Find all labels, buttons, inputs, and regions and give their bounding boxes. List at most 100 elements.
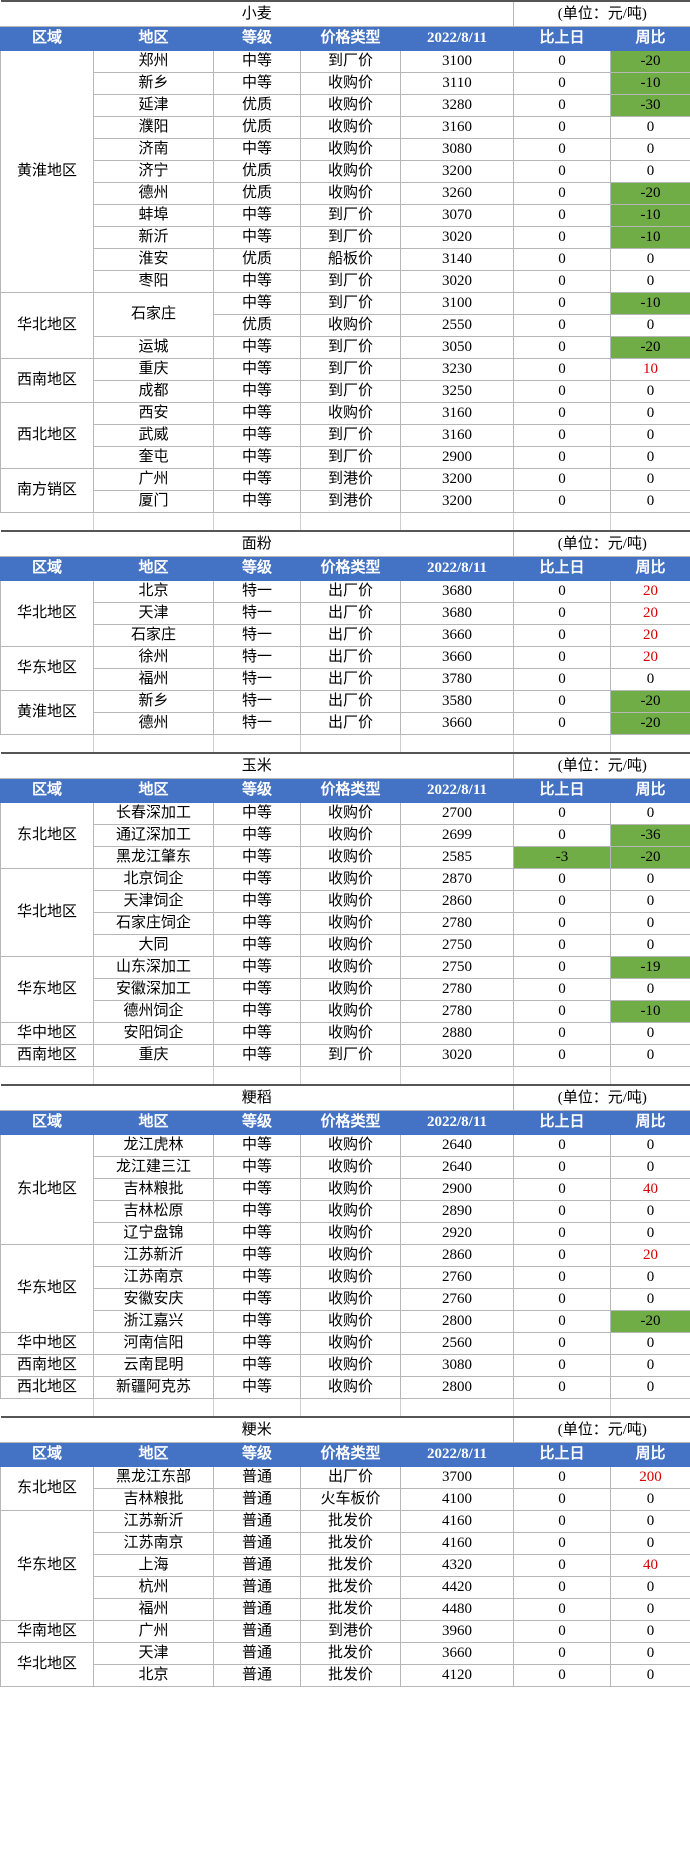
cell-price: 3160 xyxy=(399,402,515,425)
cell-grade: 特一 xyxy=(213,712,301,735)
cell-region: 华北地区 xyxy=(0,580,94,647)
table-title: 玉米 xyxy=(0,752,514,779)
cell-grade: 中等 xyxy=(213,1354,301,1377)
cell-price: 3660 xyxy=(399,1642,515,1665)
cell-price: 2800 xyxy=(399,1310,515,1333)
table-title: 粳稻 xyxy=(0,1084,514,1111)
cell-price: 2760 xyxy=(399,1266,515,1289)
cell-price-type: 批发价 xyxy=(300,1554,401,1577)
cell-price-type: 收购价 xyxy=(300,402,401,425)
table-row: 吉林粮批 普通 火车板价 4100 0 0 xyxy=(1,1488,690,1511)
cell-area: 吉林松原 xyxy=(93,1200,214,1223)
table-row: 华东地区 江苏新沂 普通 批发价 4160 0 0 xyxy=(0,1510,690,1621)
table-row: 江苏南京 普通 批发价 4160 0 0 xyxy=(1,1532,690,1555)
table-header-row: 区域 地区 等级 价格类型 2022/8/11 比上日 周比 xyxy=(0,556,690,581)
spacer-cell xyxy=(213,1398,301,1416)
cell-area: 山东深加工 xyxy=(93,956,214,979)
cell-weekly-change: 0 xyxy=(610,934,690,957)
cell-daily-change: 0 xyxy=(513,824,612,847)
cell-area: 北京饲企 xyxy=(93,868,214,891)
cell-daily-change: 0 xyxy=(513,248,612,271)
cell-daily-change: 0 xyxy=(513,1642,612,1665)
cell-price: 2760 xyxy=(399,1288,515,1311)
cell-grade: 特一 xyxy=(213,580,301,603)
spacer-cell xyxy=(93,1398,214,1416)
col-header-date: 2022/8/11 xyxy=(399,1110,515,1135)
cell-area: 福州 xyxy=(93,1598,214,1621)
cell-price: 3110 xyxy=(399,72,515,95)
cell-price: 2800 xyxy=(399,1376,515,1399)
cell-area: 新沂 xyxy=(93,226,214,249)
cell-grade: 优质 xyxy=(213,248,301,271)
cell-area: 奎屯 xyxy=(93,446,214,469)
cell-area: 蚌埠 xyxy=(93,204,214,227)
cell-region: 华东地区 xyxy=(0,646,94,691)
cell-grade: 中等 xyxy=(213,1376,301,1399)
cell-region: 西南地区 xyxy=(0,1044,94,1067)
cell-price-type: 收购价 xyxy=(300,1156,401,1179)
commodity-price-table: 粳稻 (单位：元/吨) 区域 地区 等级 价格类型 2022/8/11 比上日 周比 东北地区 龙江… xyxy=(0,1084,690,1416)
cell-daily-change: 0 xyxy=(513,624,612,647)
cell-price: 2699 xyxy=(399,824,515,847)
cell-price-type: 批发价 xyxy=(300,1576,401,1599)
cell-price: 3660 xyxy=(399,646,515,669)
cell-price-type: 收购价 xyxy=(300,824,401,847)
col-header-weekly-change: 周比 xyxy=(610,26,690,51)
cell-area: 龙江虎林 xyxy=(93,1134,214,1157)
cell-area: 辽宁盘锦 xyxy=(93,1222,214,1245)
table-row: 石家庄 特一 出厂价 3660 0 20 xyxy=(1,624,690,647)
cell-grade: 中等 xyxy=(213,468,301,491)
cell-price-type: 到厂价 xyxy=(300,50,401,73)
table-row: 奎屯 中等 到厂价 2900 0 0 xyxy=(1,446,690,469)
spacer-cell xyxy=(0,1066,94,1084)
table-row: 德州 优质 收购价 3260 0 -20 xyxy=(1,182,690,205)
cell-weekly-change: -10 xyxy=(610,226,690,249)
cell-price-type: 收购价 xyxy=(300,1266,401,1289)
cell-weekly-change: 40 xyxy=(610,1554,690,1577)
cell-price-type: 收购价 xyxy=(300,802,401,825)
cell-weekly-change: 0 xyxy=(610,1642,690,1665)
cell-area: 通辽深加工 xyxy=(93,824,214,847)
cell-price: 2860 xyxy=(399,1244,515,1267)
cell-price-type: 收购价 xyxy=(300,1200,401,1223)
cell-grade: 特一 xyxy=(213,690,301,713)
cell-daily-change: -3 xyxy=(513,846,612,869)
cell-price: 3140 xyxy=(399,248,515,271)
cell-price: 3080 xyxy=(399,1354,515,1377)
cell-weekly-change: 0 xyxy=(610,1620,690,1643)
cell-weekly-change: 20 xyxy=(610,646,690,669)
cell-price: 3050 xyxy=(399,336,515,359)
cell-grade: 中等 xyxy=(213,204,301,227)
cell-price-type: 收购价 xyxy=(300,1134,401,1157)
cell-area: 福州 xyxy=(93,668,214,691)
cell-weekly-change: 0 xyxy=(610,978,690,1001)
table-row: 石家庄饲企 中等 收购价 2780 0 0 xyxy=(1,912,690,935)
table-row: 安徽深加工 中等 收购价 2780 0 0 xyxy=(1,978,690,1001)
cell-daily-change: 0 xyxy=(513,160,612,183)
table-title-row: 粳稻 (单位：元/吨) xyxy=(0,1084,690,1111)
cell-daily-change: 0 xyxy=(513,138,612,161)
cell-price: 3070 xyxy=(399,204,515,227)
table-row: 华南地区 广州 普通 到港价 3960 0 0 xyxy=(0,1620,690,1643)
table-row: 西北地区 新疆阿克苏 中等 收购价 2800 0 0 xyxy=(0,1376,690,1399)
cell-price-type: 出厂价 xyxy=(300,712,401,735)
cell-weekly-change: 0 xyxy=(610,1288,690,1311)
cell-price-type: 收购价 xyxy=(300,846,401,869)
cell-area: 济宁 xyxy=(93,160,214,183)
cell-grade: 中等 xyxy=(213,1244,301,1267)
cell-area: 重庆 xyxy=(93,358,214,381)
cell-price-type: 出厂价 xyxy=(300,668,401,691)
cell-area: 北京 xyxy=(93,1664,214,1687)
cell-daily-change: 0 xyxy=(513,1532,612,1555)
cell-grade: 中等 xyxy=(213,1200,301,1223)
cell-price: 4120 xyxy=(399,1664,515,1687)
cell-region: 华南地区 xyxy=(0,1620,94,1643)
cell-daily-change: 0 xyxy=(513,1488,612,1511)
cell-grade: 普通 xyxy=(213,1642,301,1665)
col-header-region: 区域 xyxy=(0,556,94,581)
cell-area: 淮安 xyxy=(93,248,214,271)
cell-weekly-change: 0 xyxy=(610,868,690,891)
cell-region: 西北地区 xyxy=(0,1376,94,1399)
cell-weekly-change: -10 xyxy=(610,1000,690,1023)
cell-daily-change: 0 xyxy=(513,1466,612,1489)
